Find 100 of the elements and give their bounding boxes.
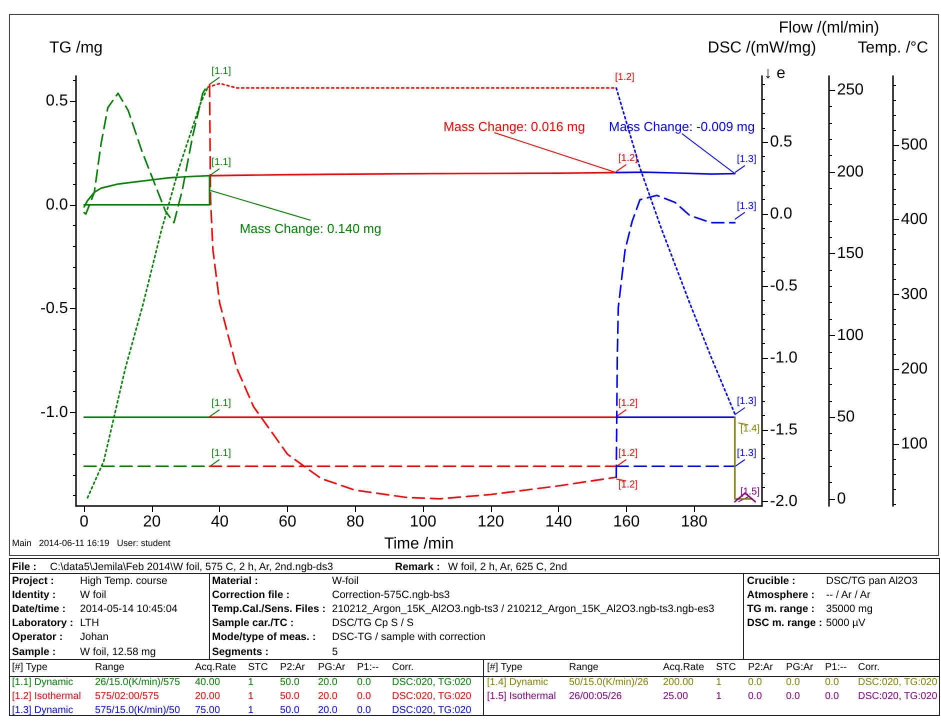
x-tick-label: 20	[143, 514, 161, 530]
x-tick-label: 140	[545, 514, 572, 530]
text: TG m. range :	[747, 603, 815, 616]
text: P1:--	[357, 662, 379, 674]
text: 1	[716, 677, 722, 689]
text: Correction-575C.ngb-bs3	[332, 589, 450, 602]
text: 0.0	[786, 677, 800, 689]
y-tick-label: 0.0	[46, 196, 68, 214]
annotation: [1.1]	[212, 66, 232, 77]
y2-tick-label: -1.0	[770, 349, 798, 366]
text: [1.2] Isothermal	[12, 691, 81, 703]
text: DSC:020, TG:020	[392, 705, 472, 717]
x-tick-label: 100	[410, 514, 437, 530]
x-tick-label: 40	[210, 514, 229, 530]
text: [1.5] Isothermal	[487, 691, 556, 703]
y-tick-label: 400	[901, 211, 928, 228]
annotation: [1.2]	[618, 398, 638, 410]
text: [1.3] Dynamic	[12, 705, 74, 717]
text: Sample car./TC :	[212, 617, 294, 630]
text: Johan	[80, 631, 109, 644]
annotation: Mass Change: -0.009 mg	[608, 119, 755, 134]
text: [#] Type	[487, 662, 522, 674]
y-tick-label: 500	[901, 136, 928, 154]
text: [1.4] Dynamic	[487, 677, 548, 689]
text: C:\data5\Jemila\Feb 2014\W foil, 575 C, 2 h, Ar, 2nd.ngb-ds3	[50, 561, 334, 574]
annotation: Mass Change: 0.016 mg	[443, 119, 586, 134]
text: Corr.	[858, 662, 880, 674]
text: DSC:020, TG:020	[392, 691, 472, 703]
text: 0.0	[748, 677, 762, 689]
text: 20.0	[318, 705, 338, 717]
text: 0.0	[825, 677, 839, 689]
y2-tick-label: -0.5	[770, 277, 798, 294]
text: Acq.Rate	[195, 662, 236, 674]
text: Acq.Rate	[663, 662, 704, 674]
text: 20.00	[195, 691, 220, 703]
text: P2:Ar	[280, 662, 306, 674]
x-tick-label: 60	[278, 514, 296, 530]
text: 20.0	[318, 677, 338, 689]
text: 1	[248, 705, 254, 717]
y3-tick-label: 50	[837, 408, 855, 426]
x-tick-label: 80	[346, 514, 364, 530]
text: ↓ e	[764, 64, 786, 84]
text: Operator :	[12, 631, 63, 644]
text: 1	[248, 691, 254, 703]
y-axis-title: TG /mg	[49, 40, 103, 56]
text: 35000 mg	[826, 603, 873, 616]
y2-tick-label: 0.5	[770, 134, 792, 151]
text: P1:--	[825, 662, 847, 674]
annotation: [1.3]	[736, 200, 757, 212]
x-tick-label: 160	[613, 514, 640, 530]
text: 1	[716, 691, 722, 703]
text: 575/15.0(K/min)/50	[95, 705, 180, 717]
text: Range	[95, 662, 124, 674]
text: DSC m. range :	[747, 617, 822, 630]
y-tick-label: -0.5	[40, 300, 68, 318]
x-tick-label: 180	[680, 514, 708, 530]
text: 50.0	[280, 677, 300, 689]
text: 0.0	[357, 677, 371, 689]
y3-tick-label: 200	[837, 163, 864, 180]
text: 26/15.0(K/min)/575	[95, 677, 180, 689]
text: Identity :	[12, 589, 56, 602]
text: W foil, 2 h, Ar, 625 C, 2nd	[448, 561, 568, 574]
y3-tick-label: 150	[837, 245, 864, 262]
annotation: [1.3]	[736, 448, 757, 460]
text: 25.00	[663, 691, 688, 703]
y-tick-label: 200	[901, 360, 928, 378]
text: 40.00	[195, 677, 220, 689]
annotation: [1.1]	[212, 157, 232, 168]
annotation: [1.3]	[736, 396, 757, 408]
annotation: [1.1]	[212, 398, 232, 410]
y-tick-label: 0.5	[46, 92, 68, 110]
text: DSC/TG Cp S / S	[332, 617, 414, 630]
text: DSC:020, TG:020	[858, 691, 938, 703]
text: 1	[248, 677, 254, 689]
y2-tick-label: 0.0	[770, 206, 792, 223]
text: Correction file :	[212, 589, 290, 602]
x-axis-title: Time /min	[384, 536, 454, 552]
text: Material :	[212, 575, 258, 588]
y3-tick-label: 0	[837, 490, 846, 508]
text: Atmosphere :	[747, 589, 815, 602]
annotation: [1.2]	[615, 72, 634, 84]
annotation: Mass Change: 0.140 mg	[240, 220, 382, 236]
annotation: [1.4]	[740, 423, 760, 434]
y2-tick-label: -2.0	[770, 493, 798, 510]
text: File :	[12, 561, 37, 574]
text: Range	[569, 662, 598, 674]
text: 2014-05-14 10:45:04	[80, 603, 178, 616]
text: STC	[716, 662, 736, 674]
text: 50.0	[280, 691, 300, 703]
text: W foil, 12.58 mg	[80, 646, 156, 659]
text: Project :	[12, 575, 54, 588]
text: DSC/TG pan Al2O3	[826, 575, 918, 588]
text: 75.00	[195, 705, 220, 717]
text: Sample :	[12, 646, 56, 659]
y2-axis-title: DSC /(mW/mg)	[708, 40, 816, 56]
y-axis-title: Temp. /°C	[858, 40, 928, 56]
y3-tick-label: 250	[837, 82, 864, 99]
text: 0.0	[748, 691, 762, 703]
text: Laboratory :	[12, 617, 74, 630]
text: 210212_Argon_15K_Al2O3.ngb-ts3 / 210212_Argon_15K_Al2O3.ngb-ts3.ngb-es3	[332, 603, 714, 616]
